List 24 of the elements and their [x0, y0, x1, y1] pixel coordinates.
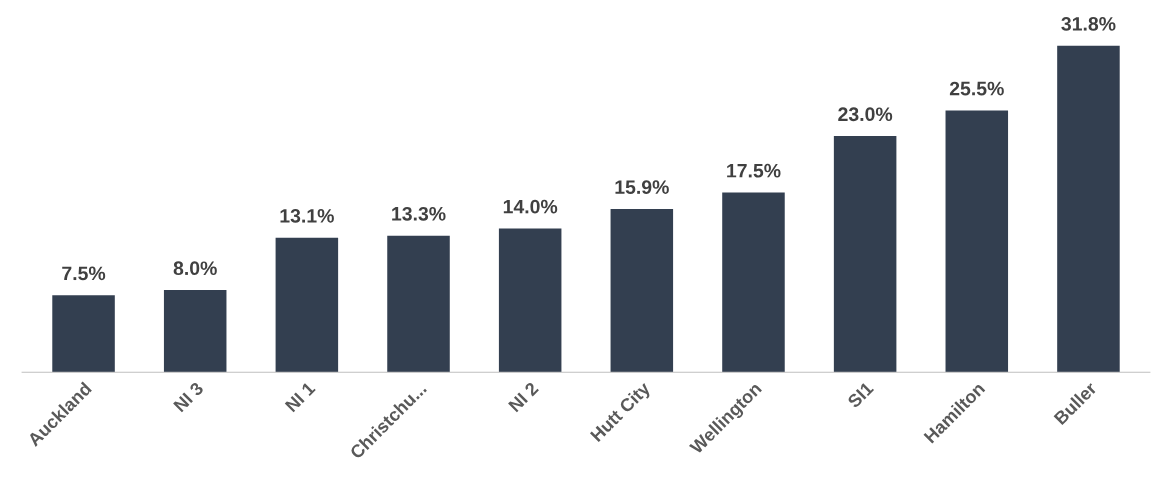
data-label: 13.3%	[392, 206, 446, 221]
bar	[833, 136, 897, 373]
bar	[1057, 45, 1120, 373]
x-tick-label: NI 3	[172, 381, 205, 413]
data-label: 25.5%	[949, 81, 1004, 96]
x-tick-label: NI 1	[284, 381, 316, 413]
bar	[275, 237, 339, 373]
x-tick-label: SI1	[846, 381, 875, 409]
bar	[163, 290, 227, 373]
x-tick-label: NI 2	[507, 381, 539, 413]
bar	[52, 295, 115, 373]
bar	[498, 228, 562, 373]
bar	[722, 192, 785, 373]
bar	[945, 110, 1009, 373]
data-label: 15.9%	[615, 180, 669, 194]
data-label: 23.0%	[838, 107, 893, 122]
data-label: 7.5%	[62, 266, 106, 281]
data-label: 13.1%	[280, 208, 334, 223]
bar	[387, 235, 450, 373]
data-label: 14.0%	[503, 199, 558, 214]
data-label: 8.0%	[173, 261, 217, 276]
data-label: 31.8%	[1061, 16, 1116, 31]
bar	[610, 208, 674, 373]
data-label: 17.5%	[727, 163, 781, 178]
